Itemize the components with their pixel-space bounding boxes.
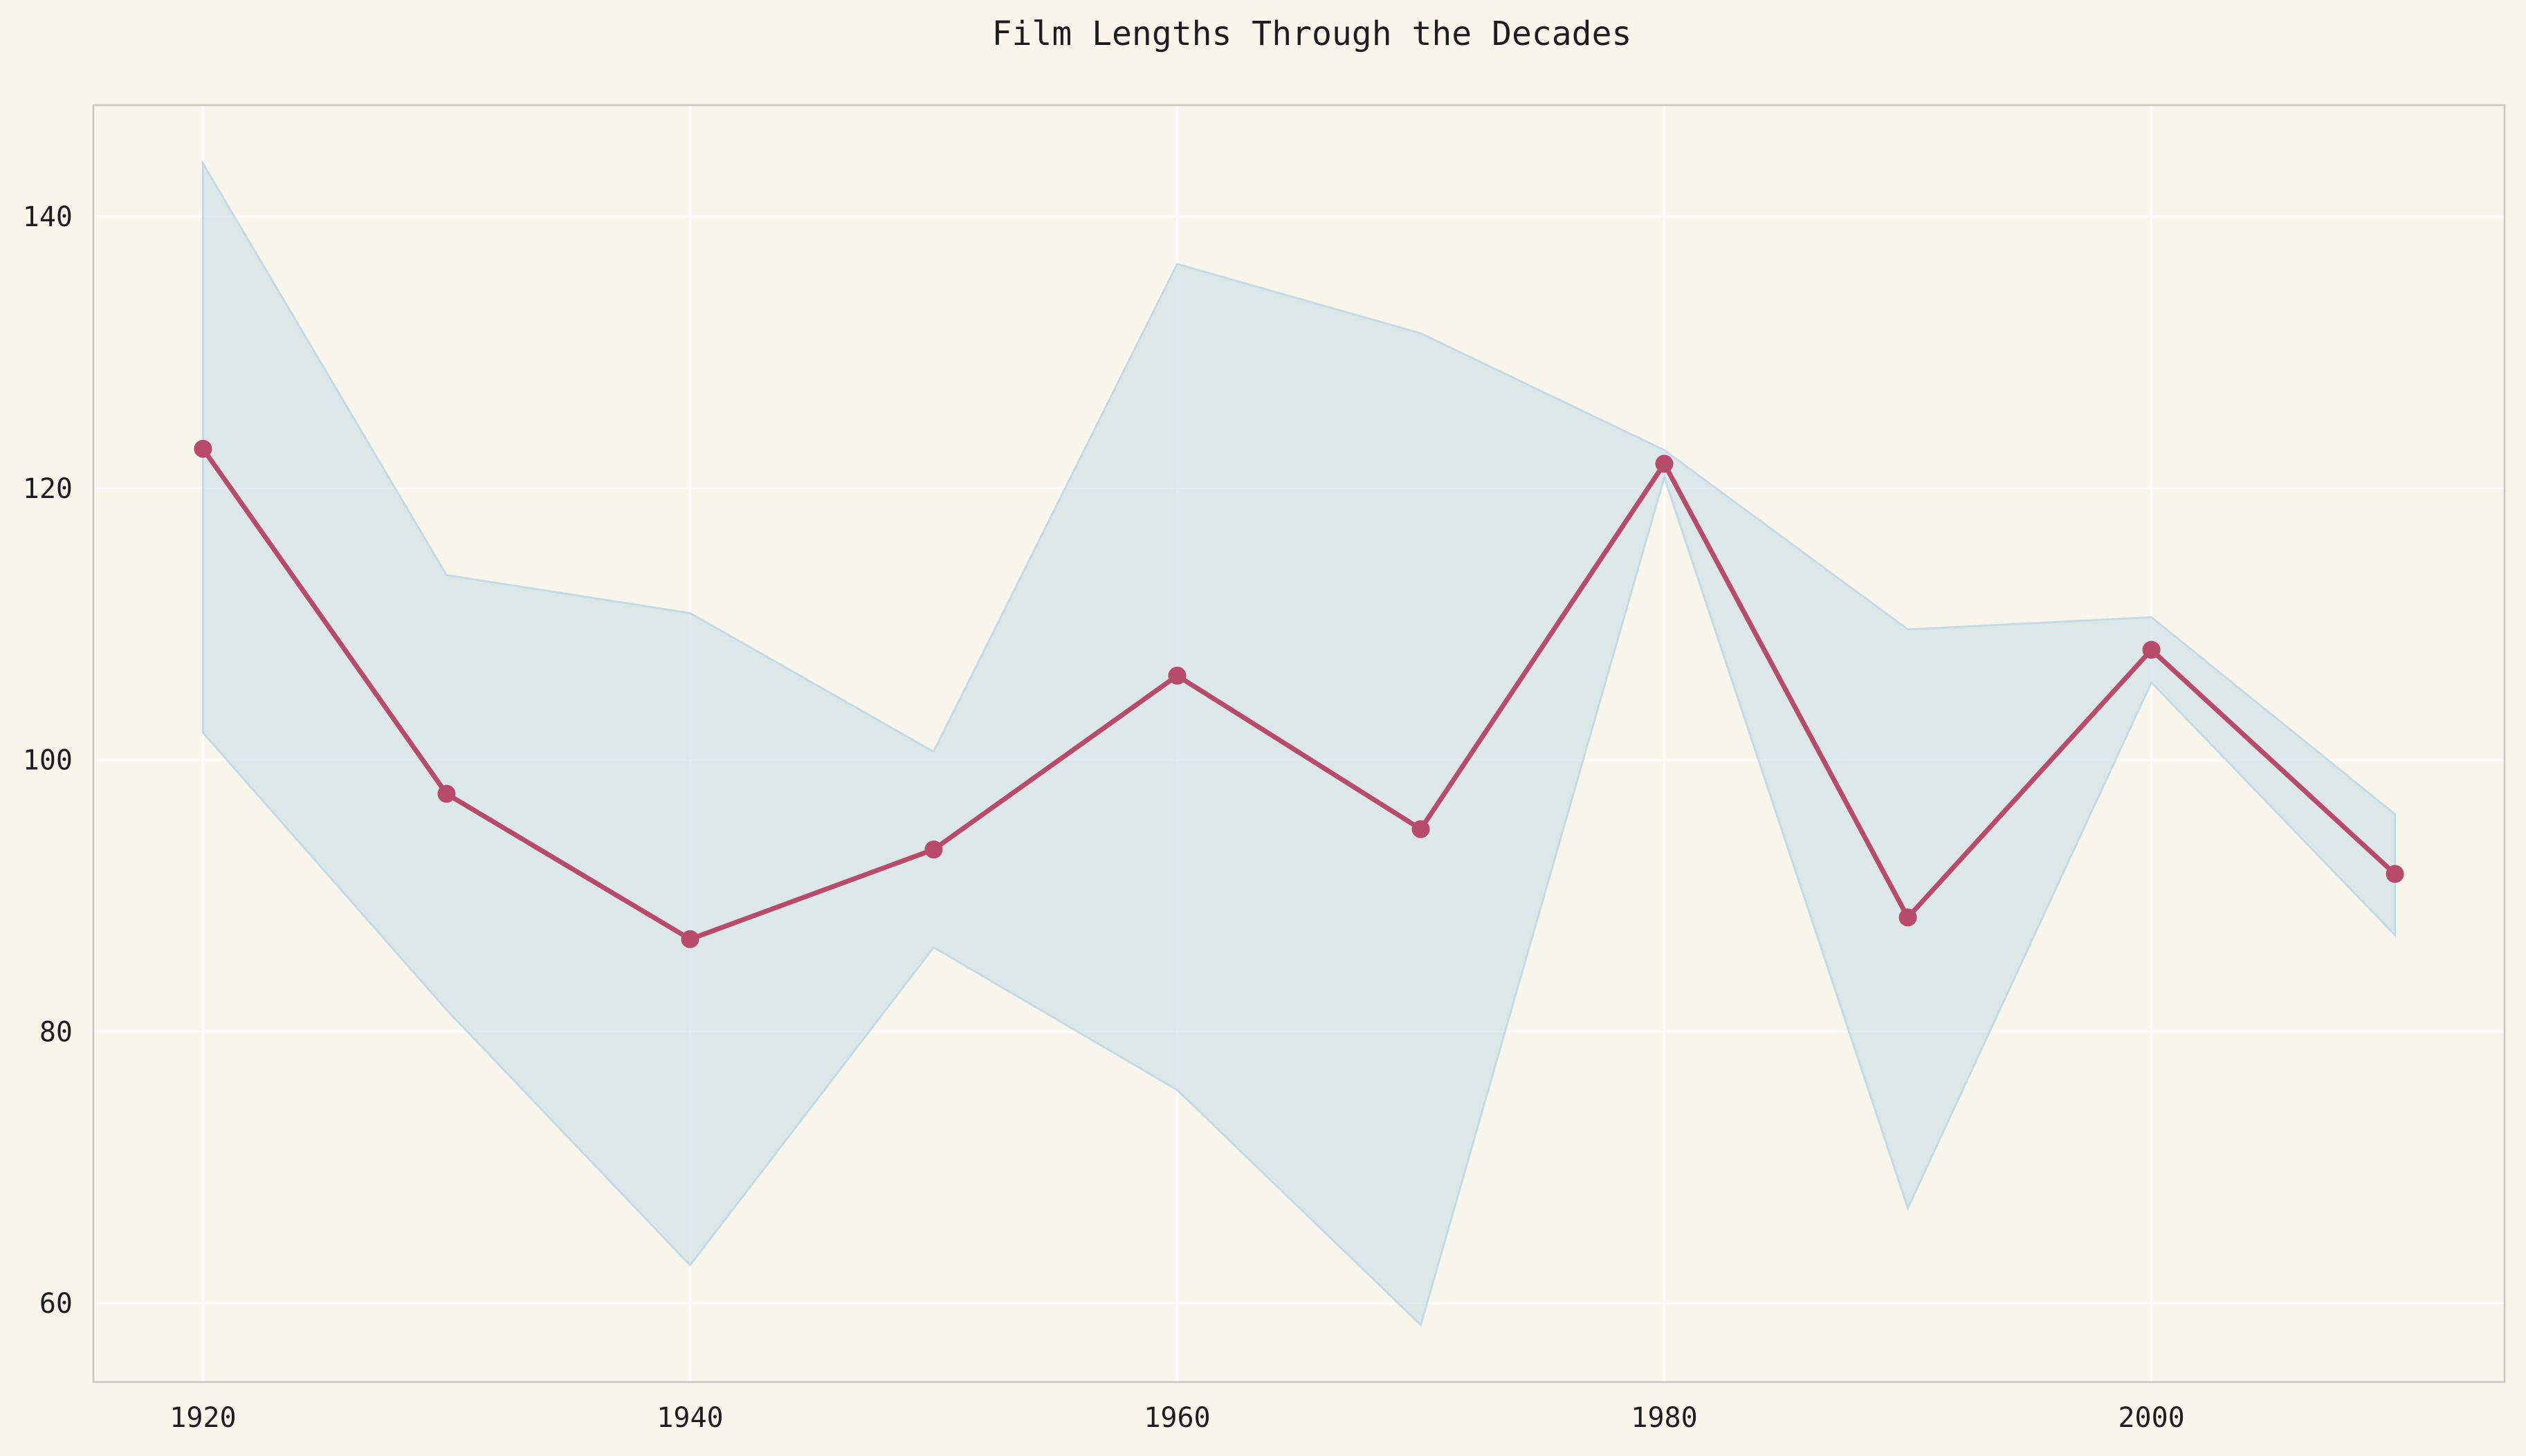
y-tick-label: 80 <box>39 1016 73 1048</box>
y-axis-ticks: 60 80 100 120 140 <box>23 201 73 1320</box>
x-tick-label: 1960 <box>1144 1402 1210 1434</box>
range-band-area <box>201 159 2397 1327</box>
data-point <box>2386 865 2404 883</box>
data-point <box>2142 641 2161 659</box>
chart-title: Film Lengths Through the Decades <box>992 15 1632 53</box>
plot-frame <box>92 104 2506 1383</box>
series-line-path <box>200 446 2398 942</box>
series-markers <box>194 439 2404 948</box>
data-point <box>1898 908 1917 927</box>
x-tick-label: 1940 <box>657 1402 723 1434</box>
y-tick-label: 60 <box>39 1288 73 1320</box>
x-tick-label: 2000 <box>2118 1402 2184 1434</box>
y-tick-label: 120 <box>23 473 73 505</box>
x-tick-label: 1920 <box>170 1402 236 1434</box>
data-point <box>681 930 699 948</box>
y-tick-label: 140 <box>23 201 73 233</box>
series-line <box>200 446 2398 942</box>
data-point <box>194 439 212 458</box>
data-point <box>1655 454 1674 473</box>
data-point <box>924 840 943 859</box>
data-point <box>437 784 456 803</box>
x-axis-ticks: 1920 1940 1960 1980 2000 <box>170 1402 2184 1434</box>
data-point <box>1168 666 1187 685</box>
y-tick-label: 100 <box>23 745 73 777</box>
range-band <box>201 159 2397 1327</box>
data-point <box>1411 820 1430 838</box>
x-tick-label: 1980 <box>1631 1402 1697 1434</box>
